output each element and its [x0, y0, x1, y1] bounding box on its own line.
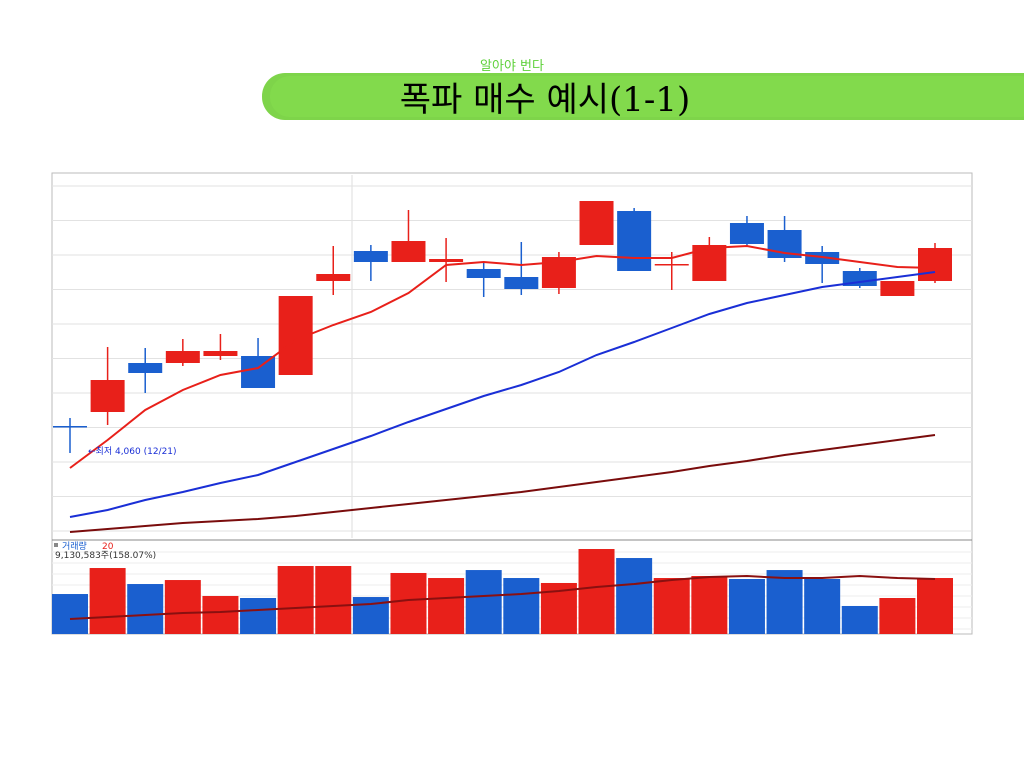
ma-line — [69, 244, 936, 469]
volume-bar — [202, 595, 239, 634]
candle-body — [353, 251, 388, 262]
volume-bar — [917, 578, 953, 634]
ma-line — [69, 271, 936, 518]
candle-body — [90, 380, 125, 412]
volume-bar — [728, 578, 765, 634]
title-banner-inner — [270, 76, 1024, 117]
candle-body — [579, 201, 614, 245]
candle-body — [53, 426, 87, 428]
volume-bar — [804, 578, 841, 634]
volume-bar — [766, 570, 803, 634]
subtitle: 알아야 번다 — [480, 59, 544, 74]
volume-label: 거래량 — [62, 540, 87, 552]
candle-body — [165, 351, 200, 363]
volume-bar — [240, 598, 277, 634]
volume-value: 9,130,583주(158.07%) — [55, 550, 156, 561]
volume-bar — [465, 570, 502, 634]
ma-line — [69, 575, 936, 621]
volume-bar — [879, 598, 916, 634]
candle-body — [391, 241, 426, 262]
volume-bar — [841, 605, 878, 634]
candle-body — [466, 269, 501, 278]
candle-body — [316, 274, 351, 281]
candle-body — [880, 281, 915, 296]
volume-bar — [127, 584, 164, 634]
volume-bar — [616, 558, 653, 634]
plot — [52, 185, 972, 634]
candle-body — [918, 248, 952, 281]
volume-bar — [428, 578, 465, 634]
candle-body — [654, 264, 689, 266]
candle-body — [729, 223, 764, 244]
candle-body — [617, 211, 652, 271]
legend-icon — [54, 543, 58, 547]
candle-body — [241, 356, 276, 388]
volume-bar — [277, 565, 314, 634]
chart-frame — [51, 172, 973, 635]
candle-body — [504, 277, 539, 289]
ma-line — [69, 434, 936, 533]
volume-bar — [315, 565, 352, 634]
volume-bar — [89, 568, 126, 634]
volume-bar — [691, 575, 728, 634]
candle-body — [429, 259, 464, 262]
annotation: ←최저 4,060 (12/21) — [88, 446, 177, 457]
candle-body — [203, 351, 238, 356]
volume-bar — [52, 594, 88, 634]
candle-body — [128, 363, 163, 373]
volume-bar — [390, 572, 427, 634]
title: 폭파 매수 예시(1-1) — [400, 80, 691, 120]
volume-bar — [653, 578, 690, 634]
volume-bar — [164, 580, 201, 634]
volume-bar — [503, 578, 540, 634]
volume-ma-label: 20 — [102, 542, 114, 552]
volume-bar — [578, 549, 615, 634]
